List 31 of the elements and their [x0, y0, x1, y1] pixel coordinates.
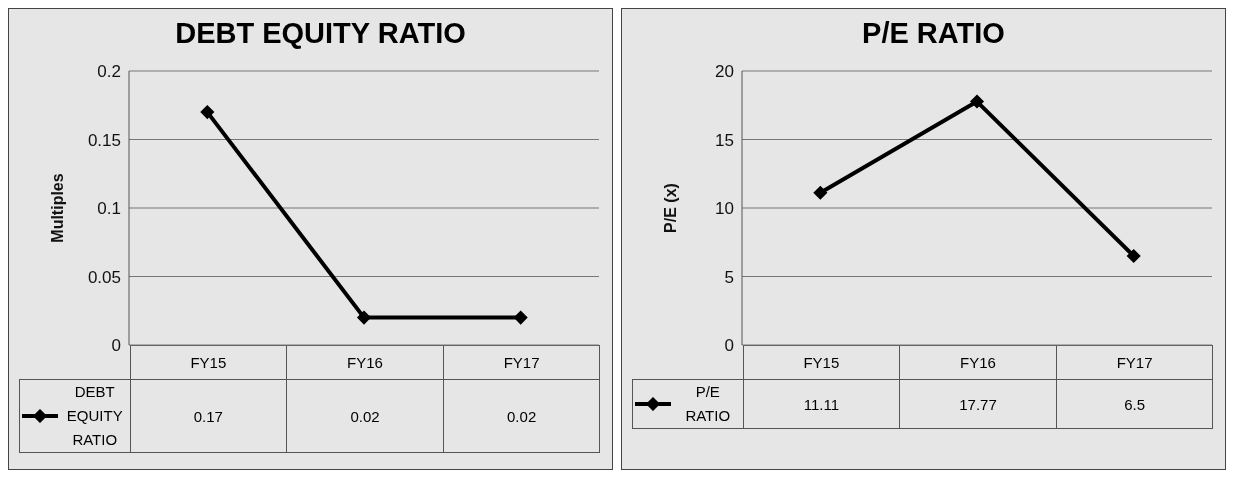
- y-tick-label: 10: [715, 199, 734, 219]
- x-tick-label: FY16: [286, 345, 444, 380]
- y-axis-title: P/E (x): [661, 183, 679, 233]
- data-label: 6.5: [1056, 379, 1213, 429]
- y-tick-label: 0.05: [87, 267, 121, 287]
- y-tick-label: 0.1: [97, 199, 121, 219]
- y-axis-title: Multiples: [48, 173, 66, 243]
- text: DEBT EQUITY RATIO: [65, 382, 124, 450]
- data-label: 17.77: [899, 379, 1057, 429]
- data-label: 0.02: [286, 379, 444, 453]
- y-tick-label: 5: [724, 267, 734, 287]
- chart-title: P/E RATIO: [861, 17, 1006, 51]
- data-label: 0.02: [443, 379, 600, 453]
- point: [813, 186, 828, 200]
- y-tick-label: 15: [715, 130, 734, 150]
- point: [1126, 249, 1141, 263]
- x-tick-label: FY15: [743, 345, 900, 380]
- x-tick-label: FY16: [899, 345, 1057, 380]
- x-tick-label: FY17: [443, 345, 600, 380]
- y-tick-label: 20: [715, 62, 734, 82]
- y-tick-label: 0.2: [97, 62, 121, 82]
- chart-title: DEBT EQUITY RATIO: [174, 17, 467, 51]
- text: P/E RATIO: [684, 382, 732, 426]
- y-tick-label: 0: [724, 336, 734, 356]
- data-label: 0.17: [130, 379, 287, 453]
- y-tick-label: 0: [111, 336, 121, 356]
- point: [970, 94, 984, 109]
- x-tick-label: FY15: [130, 345, 287, 380]
- y-tick-label: 0.15: [87, 130, 121, 150]
- x-tick-label: FY17: [1056, 345, 1213, 380]
- data-label: 11.11: [743, 379, 900, 429]
